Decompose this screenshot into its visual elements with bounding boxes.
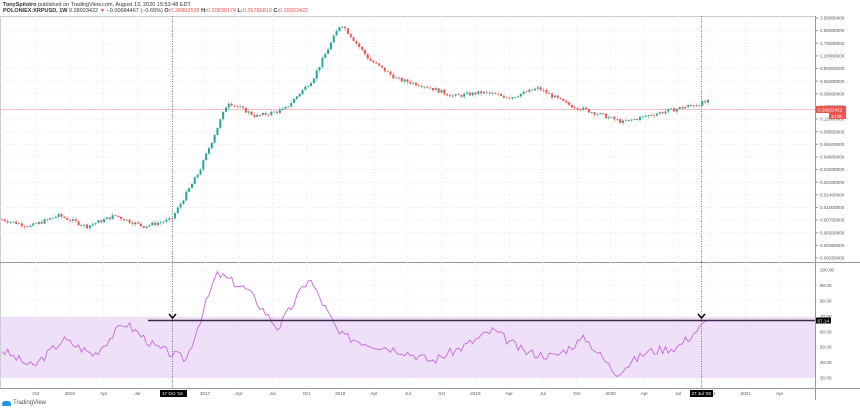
time-marker-jul20: 27 Jul '20 xyxy=(692,391,712,396)
tradingview-logo[interactable]: TradingView xyxy=(2,400,46,406)
svg-text:0.80000000: 0.80000000 xyxy=(820,66,845,71)
high-value: 0.30830174 xyxy=(206,8,236,14)
svg-text:Jul: Jul xyxy=(270,391,276,396)
open-value: 0.28802538 xyxy=(170,8,200,14)
svg-text:2018: 2018 xyxy=(335,391,346,396)
svg-text:2.50000000: 2.50000000 xyxy=(820,28,845,33)
svg-text:Apr: Apr xyxy=(776,391,784,396)
publish-info: TonySpilotro published on TradingView.co… xyxy=(3,2,191,8)
candlestick-series xyxy=(1,25,709,231)
time-marker-oct16: 17 Oct '16 xyxy=(162,391,183,396)
svg-text:0.38000000: 0.38000000 xyxy=(820,91,845,96)
svg-text:100.00: 100.00 xyxy=(820,268,834,273)
svg-text:2020: 2020 xyxy=(605,391,616,396)
ohlc-legend: POLONIEX:XRPUSD, 1W 0.28023422 ▼ −0.0068… xyxy=(3,8,308,14)
rsi-band xyxy=(1,317,815,378)
rsi-line xyxy=(1,270,709,378)
rsi-axis[interactable]: 100.00 90.00 80.00 70.00 60.00 50.00 40.00 30.0… xyxy=(820,268,834,381)
rsi-value-badge xyxy=(816,317,831,324)
time-marker-badge xyxy=(690,390,713,397)
svg-text:30.00: 30.00 xyxy=(820,376,832,381)
close-value: 0.28023422 xyxy=(279,8,309,14)
svg-text:Oct: Oct xyxy=(438,391,446,396)
svg-text:0.00360000: 0.00360000 xyxy=(820,243,845,248)
price-axis[interactable]: 3.50000000 2.50000000 1.75000000 1.20000000… xyxy=(815,16,845,261)
low-label: L: xyxy=(237,8,243,14)
svg-text:Jul: Jul xyxy=(675,391,681,396)
svg-text:Jul: Jul xyxy=(134,391,140,396)
svg-text:Jul: Jul xyxy=(405,391,411,396)
svg-text:2021: 2021 xyxy=(741,391,752,396)
svg-text:Apr: Apr xyxy=(370,391,378,396)
svg-text:Oct: Oct xyxy=(32,391,40,396)
rsi-value-text: 67.14 xyxy=(818,318,830,323)
svg-text:Apr: Apr xyxy=(235,391,243,396)
current-price-badge xyxy=(816,106,846,113)
svg-text:40.00: 40.00 xyxy=(820,360,832,365)
time-axis[interactable]: Oct 2016 Apr Jul Oct 2017 Apr Jul Oct 2018 Apr Jul O… xyxy=(32,391,783,396)
svg-text:0.03200000: 0.03200000 xyxy=(820,167,845,172)
publish-text: published on TradingView.com, August 13,… xyxy=(38,2,191,8)
svg-text:0.00250000: 0.00250000 xyxy=(820,256,845,261)
svg-text:0.01000000: 0.01000000 xyxy=(820,205,845,210)
svg-text:0.04600000: 0.04600000 xyxy=(820,155,845,160)
svg-text:2017: 2017 xyxy=(200,391,211,396)
svg-text:Oct: Oct xyxy=(573,391,581,396)
price-change: −0.00684467 (−0.65%) xyxy=(106,8,163,14)
svg-text:0.08500000: 0.08500000 xyxy=(820,129,845,134)
svg-text:3.50000000: 3.50000000 xyxy=(820,16,845,21)
svg-text:2016: 2016 xyxy=(65,391,76,396)
svg-text:Jul: Jul xyxy=(540,391,546,396)
svg-text:0.55000000: 0.55000000 xyxy=(820,79,845,84)
svg-text:0.02200000: 0.02200000 xyxy=(820,180,845,185)
svg-text:Apr: Apr xyxy=(100,391,108,396)
svg-text:60.00: 60.00 xyxy=(820,329,832,334)
svg-text:0.00700000: 0.00700000 xyxy=(820,218,845,223)
svg-text:0.12000000: 0.12000000 xyxy=(820,117,845,122)
author-name[interactable]: TonySpilotro xyxy=(3,2,37,8)
svg-text:80.00: 80.00 xyxy=(820,298,832,303)
svg-text:70.00: 70.00 xyxy=(820,314,832,319)
svg-text:Oct: Oct xyxy=(303,391,311,396)
close-label: C: xyxy=(273,8,280,14)
down-arrow-icon: ▼ xyxy=(99,8,106,14)
brand-text: TradingView xyxy=(13,400,47,406)
current-price-text: 0.28023422 xyxy=(818,107,843,112)
low-value: 0.26789810 xyxy=(242,8,272,14)
svg-text:0.01400000: 0.01400000 xyxy=(820,192,845,197)
tradingview-cloud-icon xyxy=(2,400,11,406)
high-label: H: xyxy=(201,8,207,14)
svg-text:0.00500000: 0.00500000 xyxy=(820,230,845,235)
svg-text:50.00: 50.00 xyxy=(820,345,832,350)
svg-text:Apr: Apr xyxy=(506,391,514,396)
open-label: O: xyxy=(164,8,171,14)
countdown-text: 1d 5h xyxy=(831,114,843,119)
chevron-down-icon xyxy=(697,313,706,320)
time-marker-badge xyxy=(160,390,187,397)
symbol-label: POLONIEX:XRPUSD, 1W xyxy=(3,8,68,14)
svg-text:90.00: 90.00 xyxy=(820,283,832,288)
svg-text:Apr: Apr xyxy=(641,391,649,396)
svg-text:0.06400000: 0.06400000 xyxy=(820,142,845,147)
svg-text:1.20000000: 1.20000000 xyxy=(820,53,845,58)
svg-text:1.75000000: 1.75000000 xyxy=(820,41,845,46)
countdown-badge xyxy=(829,113,846,119)
last-price: 0.28023422 xyxy=(69,8,99,14)
svg-text:2019: 2019 xyxy=(470,391,481,396)
chevron-down-icon xyxy=(168,313,177,320)
